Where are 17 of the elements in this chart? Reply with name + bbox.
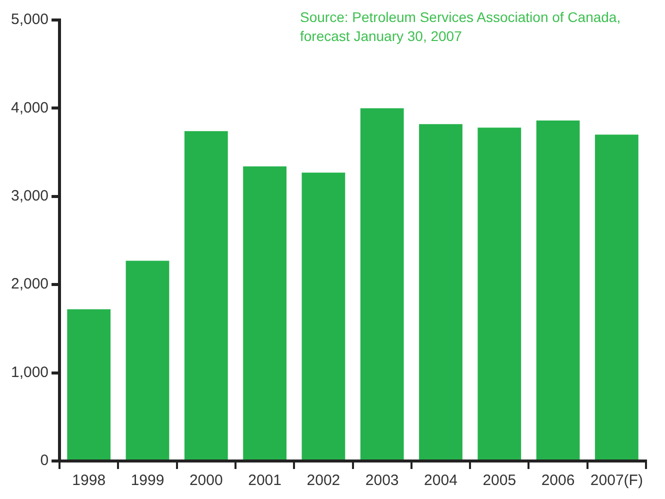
y-tick-label: 2,000 — [10, 276, 49, 293]
x-tick-label: 1998 — [72, 472, 106, 490]
x-tick-label: 2005 — [482, 472, 516, 490]
x-tick-label: 2000 — [189, 472, 223, 490]
x-tick-label: 1999 — [130, 472, 164, 490]
x-tick-label: 2002 — [306, 472, 340, 490]
y-tick-label: 3,000 — [10, 188, 49, 205]
x-tick-label: 2004 — [424, 472, 458, 490]
y-tick-label: 5,000 — [10, 11, 49, 28]
x-tick-label: 2007(F) — [590, 472, 643, 490]
y-tick-label: 1,000 — [10, 364, 49, 381]
y-tick-label: 0 — [40, 452, 49, 470]
y-tick-label: 4,000 — [10, 99, 49, 116]
x-tick-label: 2001 — [248, 472, 282, 490]
x-tick-label: 2003 — [365, 472, 399, 490]
annotation: Source: Petroleum Services Association of Canada, forecast January 30, 2007 — [300, 8, 622, 46]
x-tick-label: 2006 — [541, 472, 575, 490]
